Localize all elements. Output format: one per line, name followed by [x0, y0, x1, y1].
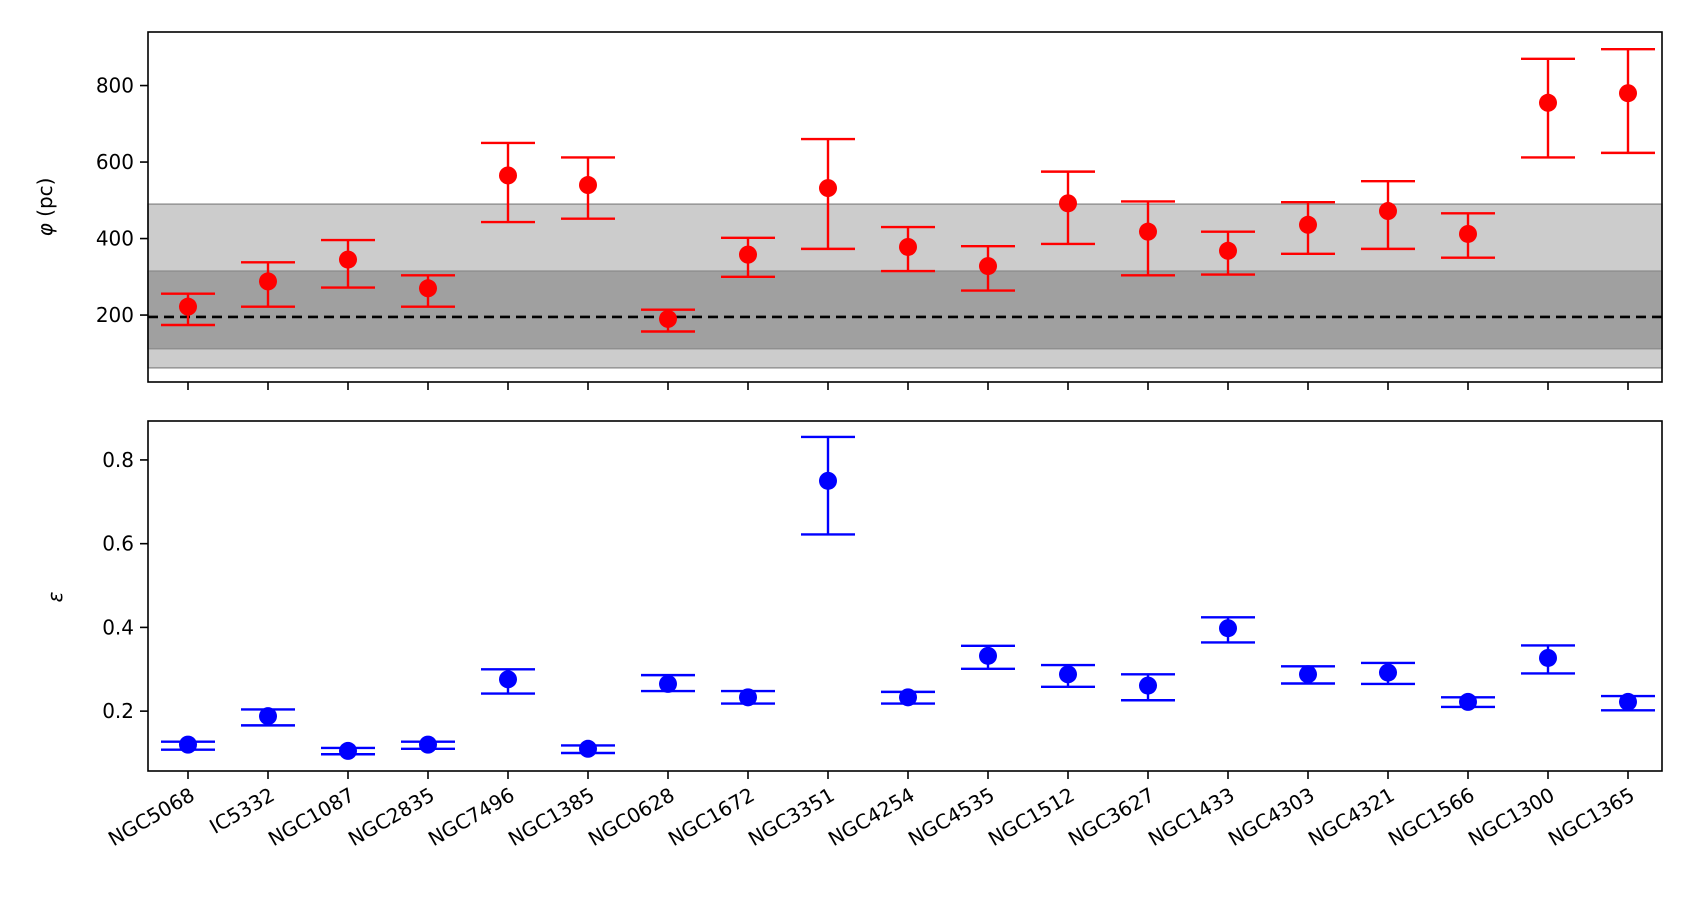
shaded-band-1	[147, 270, 1663, 350]
band-layer	[147, 203, 1663, 369]
data-point-ngc1365	[1619, 84, 1637, 103]
panel-epsilon-frame	[147, 420, 1663, 772]
x-tick-label-ngc1566: NGC1566	[1384, 783, 1479, 851]
data-point-ngc3627	[1139, 222, 1157, 241]
data-point-ngc0628	[659, 309, 677, 328]
data-point-ngc4321	[1379, 663, 1397, 682]
y-tick-label: 200	[96, 303, 134, 327]
data-point-ngc1672	[739, 688, 757, 707]
x-tick-label-ngc4254: NGC4254	[824, 783, 919, 851]
x-tick-label-ngc1365: NGC1365	[1544, 783, 1639, 851]
y-tick-label: 0.8	[102, 448, 134, 472]
data-point-ngc1087	[339, 250, 357, 269]
y-axis-title-epsilon: ε	[43, 591, 67, 602]
y-axis-title-phi: φ (pc)	[33, 178, 57, 237]
data-point-ngc5068	[179, 297, 197, 316]
data-point-ngc1566	[1459, 692, 1477, 711]
data-point-ngc1433	[1219, 241, 1237, 260]
data-point-ngc1300	[1539, 648, 1557, 667]
data-point-ngc1512	[1059, 665, 1077, 684]
data-point-ngc1365	[1619, 692, 1637, 711]
data-point-ngc4303	[1299, 665, 1317, 684]
x-axis-ticks	[187, 382, 1629, 390]
x-tick-label-ngc1385: NGC1385	[504, 783, 599, 851]
point-layer	[179, 471, 1637, 760]
x-tick-label-ngc1087: NGC1087	[264, 783, 359, 851]
x-tick-label-ngc0628: NGC0628	[584, 783, 679, 851]
data-point-ngc4254	[899, 688, 917, 707]
panel-epsilon-background	[148, 421, 1662, 771]
data-point-ngc1300	[1539, 93, 1557, 112]
x-axis-ticks: NGC5068 IC5332NGC1087NGC2835NGC7496NGC138…	[104, 771, 1639, 851]
data-point-ngc3627	[1139, 676, 1157, 695]
panel-phi: 200 400 600 800 φ (pc)	[33, 31, 1663, 390]
data-point-ic5332	[259, 707, 277, 726]
data-point-ngc2835	[419, 279, 437, 298]
y-tick-label: 800	[96, 74, 134, 98]
data-point-ngc1385	[579, 176, 597, 195]
data-point-ngc4321	[1379, 202, 1397, 221]
y-axis-ticks: 0.2 0.4 0.6 0.8	[102, 448, 148, 723]
x-tick-label-ngc4535: NGC4535	[904, 783, 999, 851]
data-point-ngc0628	[659, 674, 677, 693]
data-point-ngc1433	[1219, 619, 1237, 638]
x-tick-label-ngc1512: NGC1512	[984, 783, 1079, 851]
y-tick-label: 0.4	[102, 615, 134, 639]
data-point-ngc4254	[899, 237, 917, 256]
x-tick-label-ngc4303: NGC4303	[1224, 783, 1319, 851]
x-tick-label-ngc5068: NGC5068	[104, 783, 199, 851]
data-point-ngc3351	[819, 179, 837, 198]
data-point-ic5332	[259, 272, 277, 291]
panel-phi-frame	[147, 31, 1663, 383]
data-point-ngc7496	[499, 166, 517, 185]
y-tick-label: 400	[96, 227, 134, 251]
x-tick-label-ngc7496: NGC7496	[424, 783, 519, 851]
x-tick-label-ngc4321: NGC4321	[1304, 783, 1399, 851]
data-point-ngc7496	[499, 670, 517, 689]
data-point-ngc4303	[1299, 215, 1317, 234]
data-point-ngc2835	[419, 735, 437, 754]
x-tick-label-ngc2835: NGC2835	[344, 783, 439, 851]
x-tick-label-ngc1672: NGC1672	[664, 783, 759, 851]
data-point-ngc1512	[1059, 194, 1077, 213]
data-point-ngc1672	[739, 245, 757, 264]
x-tick-label-ngc1300: NGC1300	[1464, 783, 1559, 851]
x-tick-label-ngc1433: NGC1433	[1144, 783, 1239, 851]
panel-epsilon: 0.2 0.4 0.6 0.8 NGC5068 IC5332NGC1087NGC2835…	[43, 420, 1663, 851]
y-tick-label: 0.2	[102, 699, 134, 723]
data-point-ngc4535	[979, 257, 997, 276]
y-tick-label: 600	[96, 150, 134, 174]
data-point-ngc1087	[339, 741, 357, 760]
x-tick-label-ngc3627: NGC3627	[1064, 783, 1159, 851]
data-point-ngc4535	[979, 646, 997, 665]
data-point-ngc1566	[1459, 224, 1477, 243]
data-point-ngc5068	[179, 735, 197, 754]
x-tick-label-ngc3351: NGC3351	[744, 783, 839, 851]
data-point-ngc1385	[579, 739, 597, 758]
data-point-ngc3351	[819, 471, 837, 490]
y-tick-label: 0.6	[102, 532, 134, 556]
y-axis-ticks: 200 400 600 800	[96, 74, 148, 327]
point-layer	[179, 84, 1637, 328]
